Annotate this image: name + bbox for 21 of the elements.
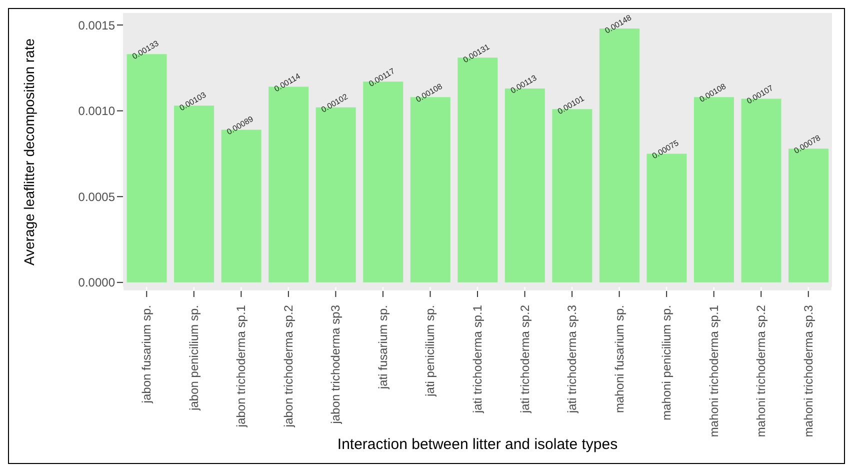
x-tick-label: jabon fusarium sp.: [140, 305, 154, 404]
y-tick-label: 0.0000: [78, 276, 116, 290]
x-tick-label: mahoni trichoderma sp.1: [706, 304, 721, 438]
y-axis-title: Average leaflitter decomposition rate: [20, 38, 37, 266]
x-tick-label: jati fusarium sp.: [376, 305, 390, 390]
x-tick-label: jati trichoderma sp.2: [518, 304, 532, 414]
y-tick-label: 0.0005: [78, 190, 116, 204]
x-tick-label: jati penicilium sp.: [423, 305, 438, 398]
y-tick-label: 0.0010: [78, 104, 116, 118]
x-tick-label: mahoni trichoderma sp.3: [801, 304, 816, 438]
x-tick-label: mahoni trichoderma sp.2: [754, 304, 768, 438]
x-tick-label: mahoni penicilium sp.: [660, 305, 674, 420]
x-tick-label: jati trichoderma sp.3: [565, 304, 580, 414]
x-tick-label: jati trichoderma sp.1: [470, 304, 484, 414]
y-tick-label: 0.0015: [78, 18, 116, 32]
x-tick-label: mahoni fusarium sp.: [612, 305, 626, 414]
x-tick-label: jabon trichoderma sp3: [328, 304, 343, 425]
x-tick-label: jabon trichoderma sp.2: [281, 304, 296, 428]
x-axis-title: Interaction between litter and isolate types: [337, 436, 618, 453]
x-tick-label: jabon penicilium sp.: [186, 305, 201, 412]
x-tick-label: jabon trichoderma sp.1: [234, 304, 248, 428]
